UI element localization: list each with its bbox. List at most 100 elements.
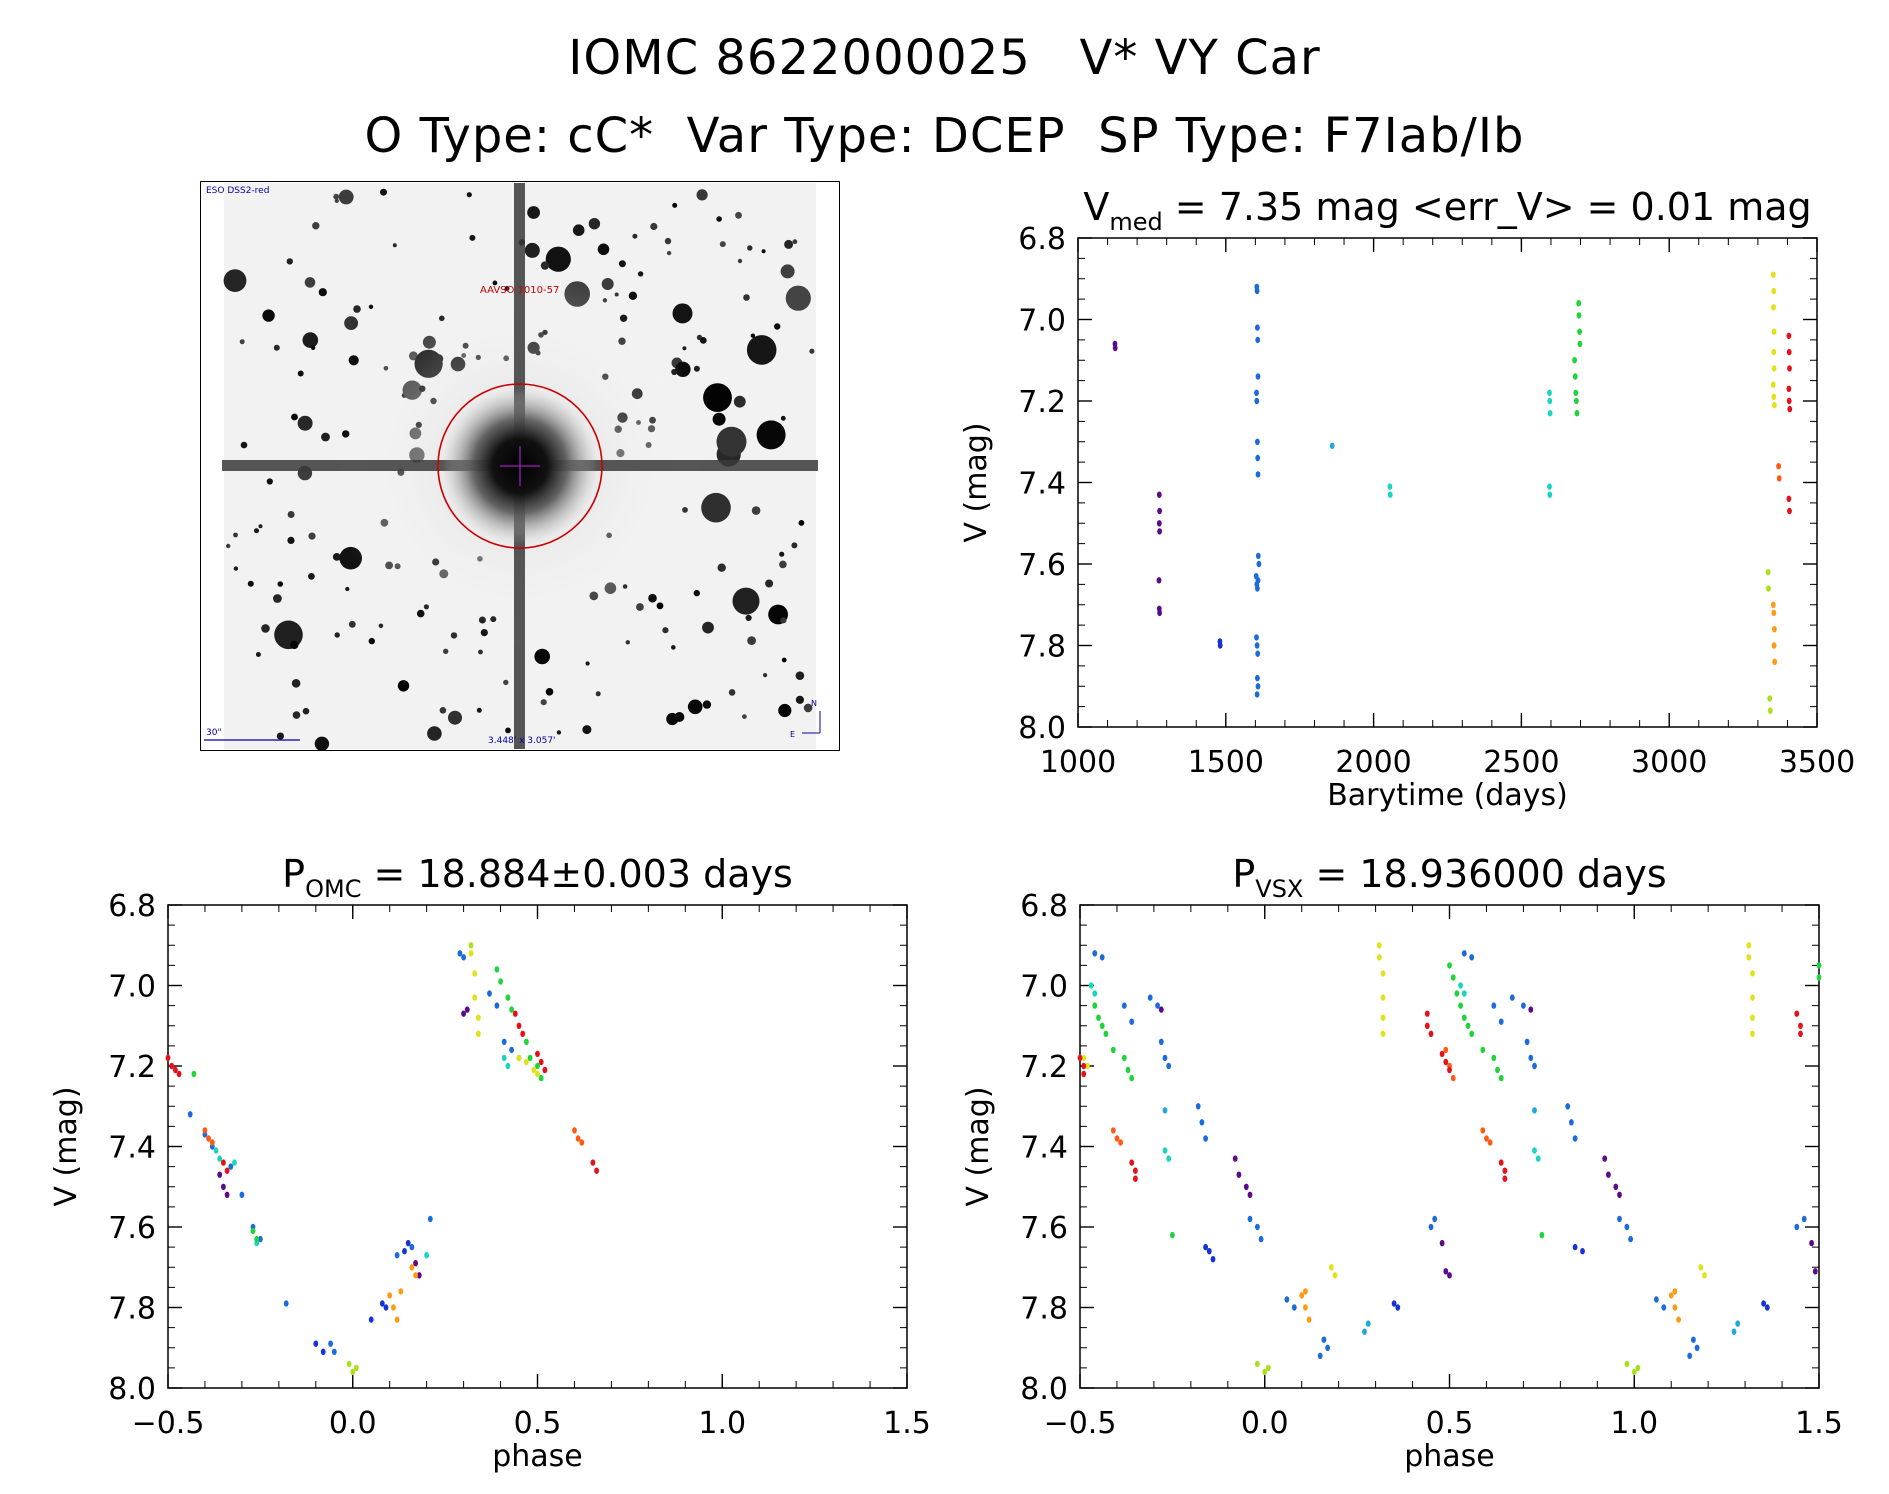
chart-title-subscript: OMC xyxy=(305,875,361,903)
data-point xyxy=(394,1316,400,1323)
y-tick-label: 8.0 xyxy=(1018,711,1066,746)
data-point xyxy=(468,950,474,957)
x-tick-label: 1000 xyxy=(1040,745,1116,780)
data-point xyxy=(1798,1030,1803,1038)
data-point xyxy=(1765,569,1771,576)
field-star xyxy=(696,189,708,201)
field-star xyxy=(747,636,756,645)
field-star xyxy=(763,673,768,678)
field-star xyxy=(798,520,805,526)
data-point xyxy=(1509,994,1515,1001)
data-point xyxy=(1203,1135,1208,1142)
data-point xyxy=(501,1054,507,1062)
field-star xyxy=(348,355,359,366)
data-point xyxy=(457,950,463,957)
data-point xyxy=(1206,1248,1212,1255)
north-label: N xyxy=(811,699,817,708)
data-point xyxy=(1447,1272,1452,1279)
data-point xyxy=(1458,982,1463,989)
field-star xyxy=(618,260,626,268)
data-point xyxy=(472,994,478,1001)
data-point xyxy=(176,1070,182,1078)
chart-title-rest: = 18.884±0.003 days xyxy=(361,852,792,896)
field-star xyxy=(226,543,231,549)
data-point xyxy=(350,1368,356,1376)
field-star xyxy=(588,218,601,230)
data-point xyxy=(1147,994,1153,1001)
data-point xyxy=(1096,1014,1101,1021)
data-point xyxy=(217,1171,223,1178)
data-point xyxy=(1491,1002,1497,1009)
field-star xyxy=(291,679,301,688)
x-tick-label: 0.5 xyxy=(1426,1406,1474,1441)
data-point xyxy=(1254,634,1259,641)
data-point xyxy=(1395,1304,1401,1311)
field-star xyxy=(671,645,676,650)
data-point xyxy=(579,1139,585,1146)
data-point xyxy=(1099,954,1105,961)
data-point xyxy=(1787,405,1793,413)
data-point xyxy=(1443,1046,1449,1054)
data-point xyxy=(221,1183,226,1191)
y-tick-label: 7.8 xyxy=(1020,1292,1068,1327)
series-5 xyxy=(1088,982,1541,1162)
data-point xyxy=(1809,1239,1814,1247)
field-star xyxy=(353,305,361,313)
field-star xyxy=(582,725,592,735)
field-star xyxy=(291,413,298,421)
data-point xyxy=(542,1066,548,1074)
data-point xyxy=(379,1300,385,1307)
data-point xyxy=(1746,942,1752,949)
y-tick-label: 6.8 xyxy=(1018,222,1066,257)
y-tick-label: 7.4 xyxy=(1018,467,1066,502)
field-star xyxy=(233,532,238,538)
data-point xyxy=(1380,994,1386,1001)
data-point xyxy=(1771,609,1777,617)
data-point xyxy=(1195,1103,1201,1110)
data-point xyxy=(1332,1272,1338,1279)
data-point xyxy=(1746,954,1752,961)
data-point xyxy=(1801,1215,1807,1223)
field-star xyxy=(784,239,794,249)
series-9 xyxy=(1299,1288,1681,1323)
field-star xyxy=(809,348,815,354)
data-point xyxy=(1157,507,1162,515)
data-point xyxy=(1572,1243,1578,1251)
field-star xyxy=(397,680,410,692)
data-point xyxy=(1687,1352,1693,1360)
field-star xyxy=(585,661,590,666)
data-point xyxy=(535,1050,540,1058)
data-point xyxy=(498,978,503,985)
data-point xyxy=(1255,674,1260,682)
field-star xyxy=(682,346,687,351)
series-6 xyxy=(1572,300,1583,417)
series-10 xyxy=(1776,463,1782,482)
data-point xyxy=(476,1030,481,1038)
y-tick-label: 7.4 xyxy=(1020,1131,1068,1166)
y-tick-label: 7.8 xyxy=(1018,630,1066,665)
field-star xyxy=(791,542,798,549)
field-star xyxy=(781,657,787,663)
field-star xyxy=(254,528,259,534)
y-tick-label: 7.6 xyxy=(1020,1211,1068,1246)
data-point xyxy=(1672,1304,1678,1311)
field-star xyxy=(595,691,601,697)
data-point xyxy=(1580,1248,1585,1255)
data-point xyxy=(169,1062,175,1070)
y-tick-label: 7.2 xyxy=(1018,385,1066,420)
field-star xyxy=(702,621,714,634)
series-9 xyxy=(202,1127,585,1146)
data-point xyxy=(1761,1300,1766,1307)
field-star xyxy=(308,573,315,580)
data-point xyxy=(1771,642,1777,649)
series-3 xyxy=(1092,950,1807,1360)
series-10 xyxy=(1110,1046,1493,1146)
data-point xyxy=(206,1135,212,1142)
data-point xyxy=(1439,1239,1445,1247)
data-point xyxy=(173,1066,178,1074)
data-point xyxy=(1255,552,1261,560)
data-point xyxy=(1157,609,1162,617)
data-point xyxy=(1771,348,1777,356)
field-star xyxy=(368,637,375,645)
field-star xyxy=(556,730,562,735)
